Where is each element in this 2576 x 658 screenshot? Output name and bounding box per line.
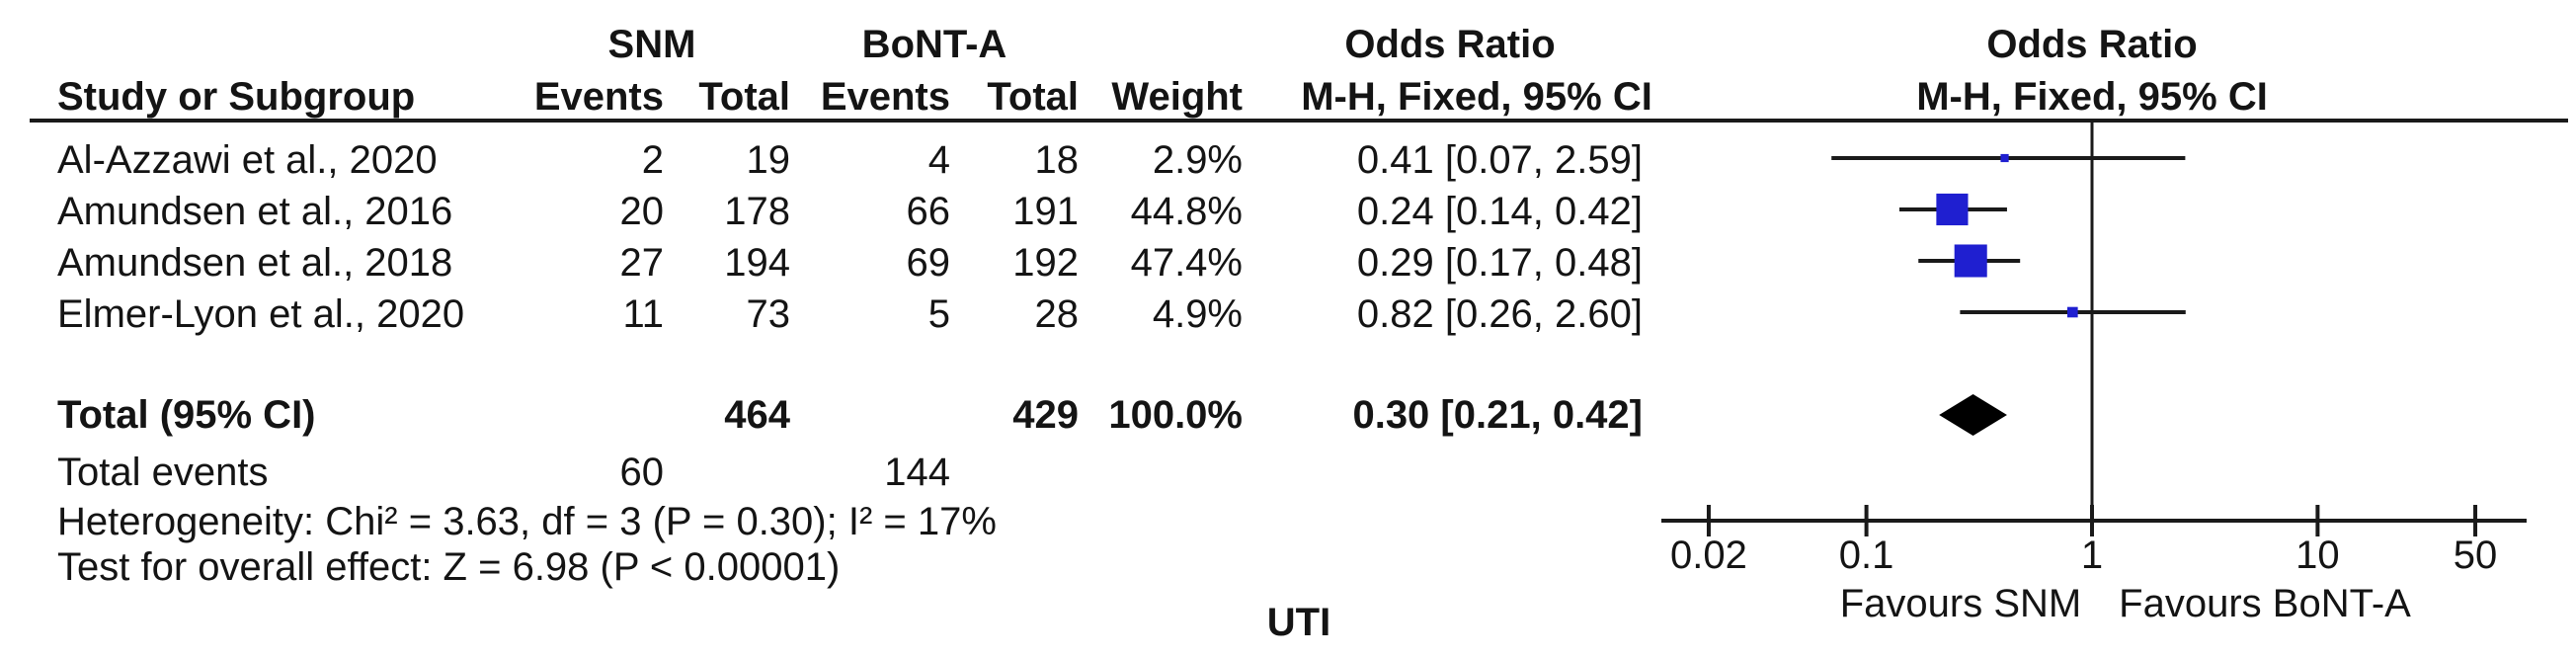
- or-text-title: Odds Ratio: [1344, 23, 1556, 66]
- total-or-ci-text: 0.30 [0.21, 0.42]: [1352, 393, 1643, 437]
- bonta-total-value: 28: [1034, 292, 1080, 336]
- group-header-bonta: BoNT-A: [861, 23, 1007, 66]
- study-name: Al-Azzawi et al., 2020: [57, 138, 438, 182]
- study-name: Amundsen et al., 2016: [57, 190, 453, 233]
- snm-events-value: 27: [619, 241, 665, 285]
- total-snm-total: 464: [724, 393, 790, 437]
- effect-square: [2067, 306, 2078, 318]
- total-bonta-total: 429: [1012, 393, 1079, 437]
- snm-total-value: 194: [724, 241, 790, 285]
- total-events-label: Total events: [57, 451, 269, 494]
- total-snm-events: 60: [619, 451, 665, 494]
- tick-label: 10: [2295, 534, 2340, 577]
- snm-events-value: 11: [622, 292, 664, 336]
- bonta-events-value: 4: [927, 138, 950, 182]
- weight-value: 47.4%: [1130, 241, 1243, 285]
- col-header-weight: Weight: [1111, 75, 1243, 119]
- total-weight: 100.0%: [1108, 393, 1243, 437]
- heterogeneity-text: Heterogeneity: Chi² = 3.63, df = 3 (P = …: [57, 500, 997, 543]
- col-header-snm-total: Total: [698, 75, 790, 119]
- snm-events-value: 2: [641, 138, 664, 182]
- or-ci-text: 0.82 [0.26, 2.60]: [1356, 292, 1643, 336]
- bonta-total-value: 192: [1012, 241, 1079, 285]
- outcome-caption: UTI: [1266, 601, 1331, 644]
- study-name: Amundsen et al., 2018: [57, 241, 453, 285]
- overall-effect-text: Test for overall effect: Z = 6.98 (P < 0…: [57, 545, 841, 589]
- effect-square: [1936, 193, 1969, 226]
- col-header-snm-events: Events: [533, 75, 664, 119]
- snm-events-value: 20: [619, 190, 665, 233]
- tick-label: 0.1: [1839, 534, 1894, 577]
- bonta-events-value: 66: [906, 190, 951, 233]
- total-bonta-events: 144: [884, 451, 950, 494]
- or-ci-text: 0.41 [0.07, 2.59]: [1356, 138, 1643, 182]
- tick-label: 50: [2454, 534, 2498, 577]
- effect-square: [2000, 153, 2009, 163]
- or-plot-subtitle: M-H, Fixed, 95% CI: [1916, 75, 2268, 119]
- snm-total-value: 73: [746, 292, 791, 336]
- or-ci-text: 0.24 [0.14, 0.42]: [1356, 190, 1643, 233]
- pooled-diamond: [1939, 394, 2007, 436]
- study-name: Elmer-Lyon et al., 2020: [57, 292, 465, 336]
- col-header-bonta-total: Total: [987, 75, 1079, 119]
- bonta-total-value: 18: [1034, 138, 1080, 182]
- weight-value: 4.9%: [1152, 292, 1243, 336]
- col-header-bonta-events: Events: [820, 75, 950, 119]
- favours-left-label: Favours SNM: [1839, 582, 2082, 625]
- group-header-snm: SNM: [607, 23, 696, 66]
- or-text-subtitle: M-H, Fixed, 95% CI: [1301, 75, 1652, 119]
- snm-total-value: 178: [724, 190, 790, 233]
- tick-label: 0.02: [1670, 534, 1747, 577]
- bonta-events-value: 69: [906, 241, 951, 285]
- col-header-study: Study or Subgroup: [57, 75, 416, 119]
- weight-value: 2.9%: [1152, 138, 1243, 182]
- bonta-events-value: 5: [927, 292, 950, 336]
- total-row-label: Total (95% CI): [57, 393, 316, 437]
- effect-square: [1954, 244, 1987, 278]
- tick-label: 1: [2081, 534, 2103, 577]
- bonta-total-value: 191: [1012, 190, 1079, 233]
- weight-value: 44.8%: [1130, 190, 1243, 233]
- or-ci-text: 0.29 [0.17, 0.48]: [1356, 241, 1643, 285]
- or-plot-title: Odds Ratio: [1986, 23, 2198, 66]
- favours-right-label: Favours BoNT-A: [2119, 582, 2411, 625]
- snm-total-value: 19: [746, 138, 791, 182]
